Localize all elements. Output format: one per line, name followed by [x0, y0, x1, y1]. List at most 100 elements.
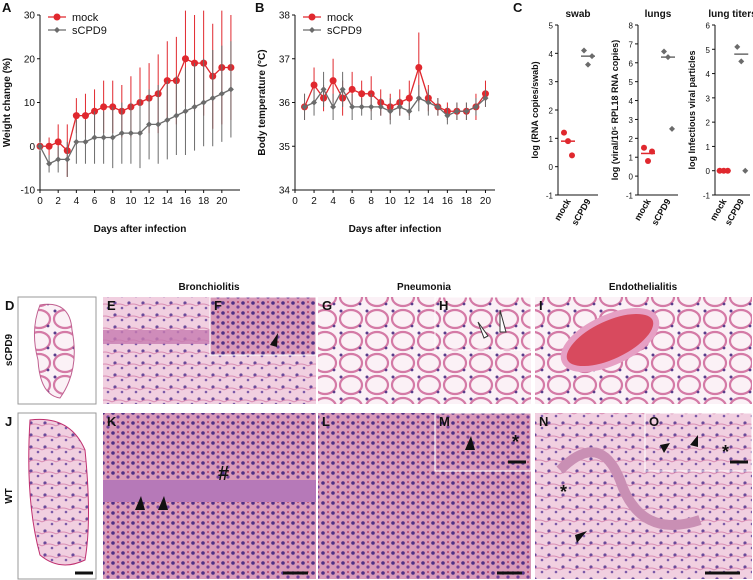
marker	[641, 144, 647, 151]
marker	[73, 138, 80, 145]
vessel	[556, 447, 702, 530]
y-tick-label: 7	[629, 40, 634, 49]
panel-letter: E	[107, 298, 116, 313]
marker	[472, 103, 479, 110]
marker	[368, 103, 375, 110]
marker	[482, 95, 489, 102]
column-title: Bronchiolitis	[178, 282, 240, 293]
annotation: *	[512, 432, 519, 452]
y-tick-label: 37	[279, 54, 291, 65]
y-tick-label: -10	[21, 186, 36, 197]
marker	[358, 90, 366, 98]
legend-marker	[308, 13, 316, 21]
marker	[109, 134, 116, 141]
y-tick-label: 34	[279, 186, 291, 197]
arrow	[499, 309, 507, 333]
y-tick-label: 6	[706, 22, 711, 31]
panel-letter: G	[322, 298, 332, 313]
y-tick-label: 1	[629, 154, 634, 163]
x-tick-label: 10	[125, 196, 137, 207]
marker	[585, 61, 591, 68]
panel-letter: O	[649, 414, 659, 429]
marker	[181, 55, 189, 63]
panel-letter: M	[439, 414, 450, 429]
panel-letter: H	[439, 298, 448, 313]
y-axis-label: Body temperature (°C)	[257, 49, 268, 155]
y-tick-label: 35	[279, 142, 291, 153]
y-tick-label: 20	[24, 54, 36, 65]
panel-letter: J	[5, 414, 12, 429]
y-tick-label: 3	[629, 116, 634, 125]
y-axis-label: log (viral/10⁵ RPL18 RNA copies)	[610, 40, 620, 180]
marker	[387, 108, 394, 115]
panel-letter: F	[214, 298, 222, 313]
legend-label: mock	[327, 12, 354, 24]
arrow	[465, 436, 475, 450]
category-label: mock	[632, 196, 653, 222]
marker	[406, 108, 413, 115]
vessel	[560, 307, 660, 373]
marker	[301, 103, 308, 110]
y-tick-label: 2	[706, 119, 711, 128]
y-tick-label: 2	[629, 135, 634, 144]
epithelium	[103, 480, 316, 502]
arrow	[477, 321, 489, 339]
open-arrows	[477, 309, 507, 339]
x-tick-label: 4	[74, 196, 80, 207]
x-tick-label: 16	[442, 196, 454, 207]
y-tick-label: -1	[546, 192, 554, 201]
x-tick-label: 8	[110, 196, 116, 207]
arrow	[575, 531, 587, 543]
marker	[218, 90, 225, 97]
y-tick-label: 1	[706, 143, 711, 152]
marker	[127, 130, 134, 137]
x-tick-label: 18	[461, 196, 473, 207]
marker	[425, 99, 432, 106]
marker	[434, 103, 441, 110]
y-tick-label: 3	[706, 94, 711, 103]
arrow	[270, 333, 278, 347]
y-tick-label: 0	[629, 173, 634, 182]
marker	[415, 95, 422, 102]
marker	[209, 95, 216, 102]
marker	[405, 94, 413, 102]
marker	[45, 142, 53, 150]
legend-marker	[309, 27, 315, 33]
marker	[463, 108, 470, 115]
legend-label: sCPD9	[72, 25, 107, 37]
marker	[191, 103, 198, 110]
x-tick-label: 10	[385, 196, 397, 207]
x-tick-label: 14	[423, 196, 435, 207]
marker	[661, 48, 667, 55]
x-tick-label: 14	[162, 196, 174, 207]
marker	[569, 152, 575, 159]
annotation: *	[722, 442, 729, 462]
marker	[453, 108, 460, 115]
marker	[72, 112, 80, 120]
y-tick-label: 6	[629, 59, 634, 68]
row-label: WT	[4, 488, 15, 504]
x-axis-label: Days after infection	[349, 224, 442, 235]
marker	[81, 112, 89, 120]
marker	[377, 103, 384, 110]
x-tick-label: 20	[216, 196, 228, 207]
panel-letter: I	[539, 298, 543, 313]
chart-title: lungs	[645, 9, 672, 20]
x-tick-label: 8	[368, 196, 374, 207]
marker	[182, 108, 189, 115]
arrows	[135, 333, 698, 543]
inset	[209, 296, 317, 356]
marker	[734, 43, 741, 50]
row-label: sCPD9	[4, 333, 15, 366]
y-tick-label: 4	[549, 50, 554, 59]
y-tick-label: 10	[24, 98, 36, 109]
panel-letter: L	[322, 414, 330, 429]
series-line	[39, 88, 232, 165]
marker	[738, 58, 745, 65]
chart-title: swab	[565, 9, 590, 20]
marker	[54, 138, 62, 146]
marker	[565, 138, 571, 145]
x-tick-label: 12	[144, 196, 156, 207]
marker	[561, 129, 567, 136]
marker	[200, 99, 207, 106]
